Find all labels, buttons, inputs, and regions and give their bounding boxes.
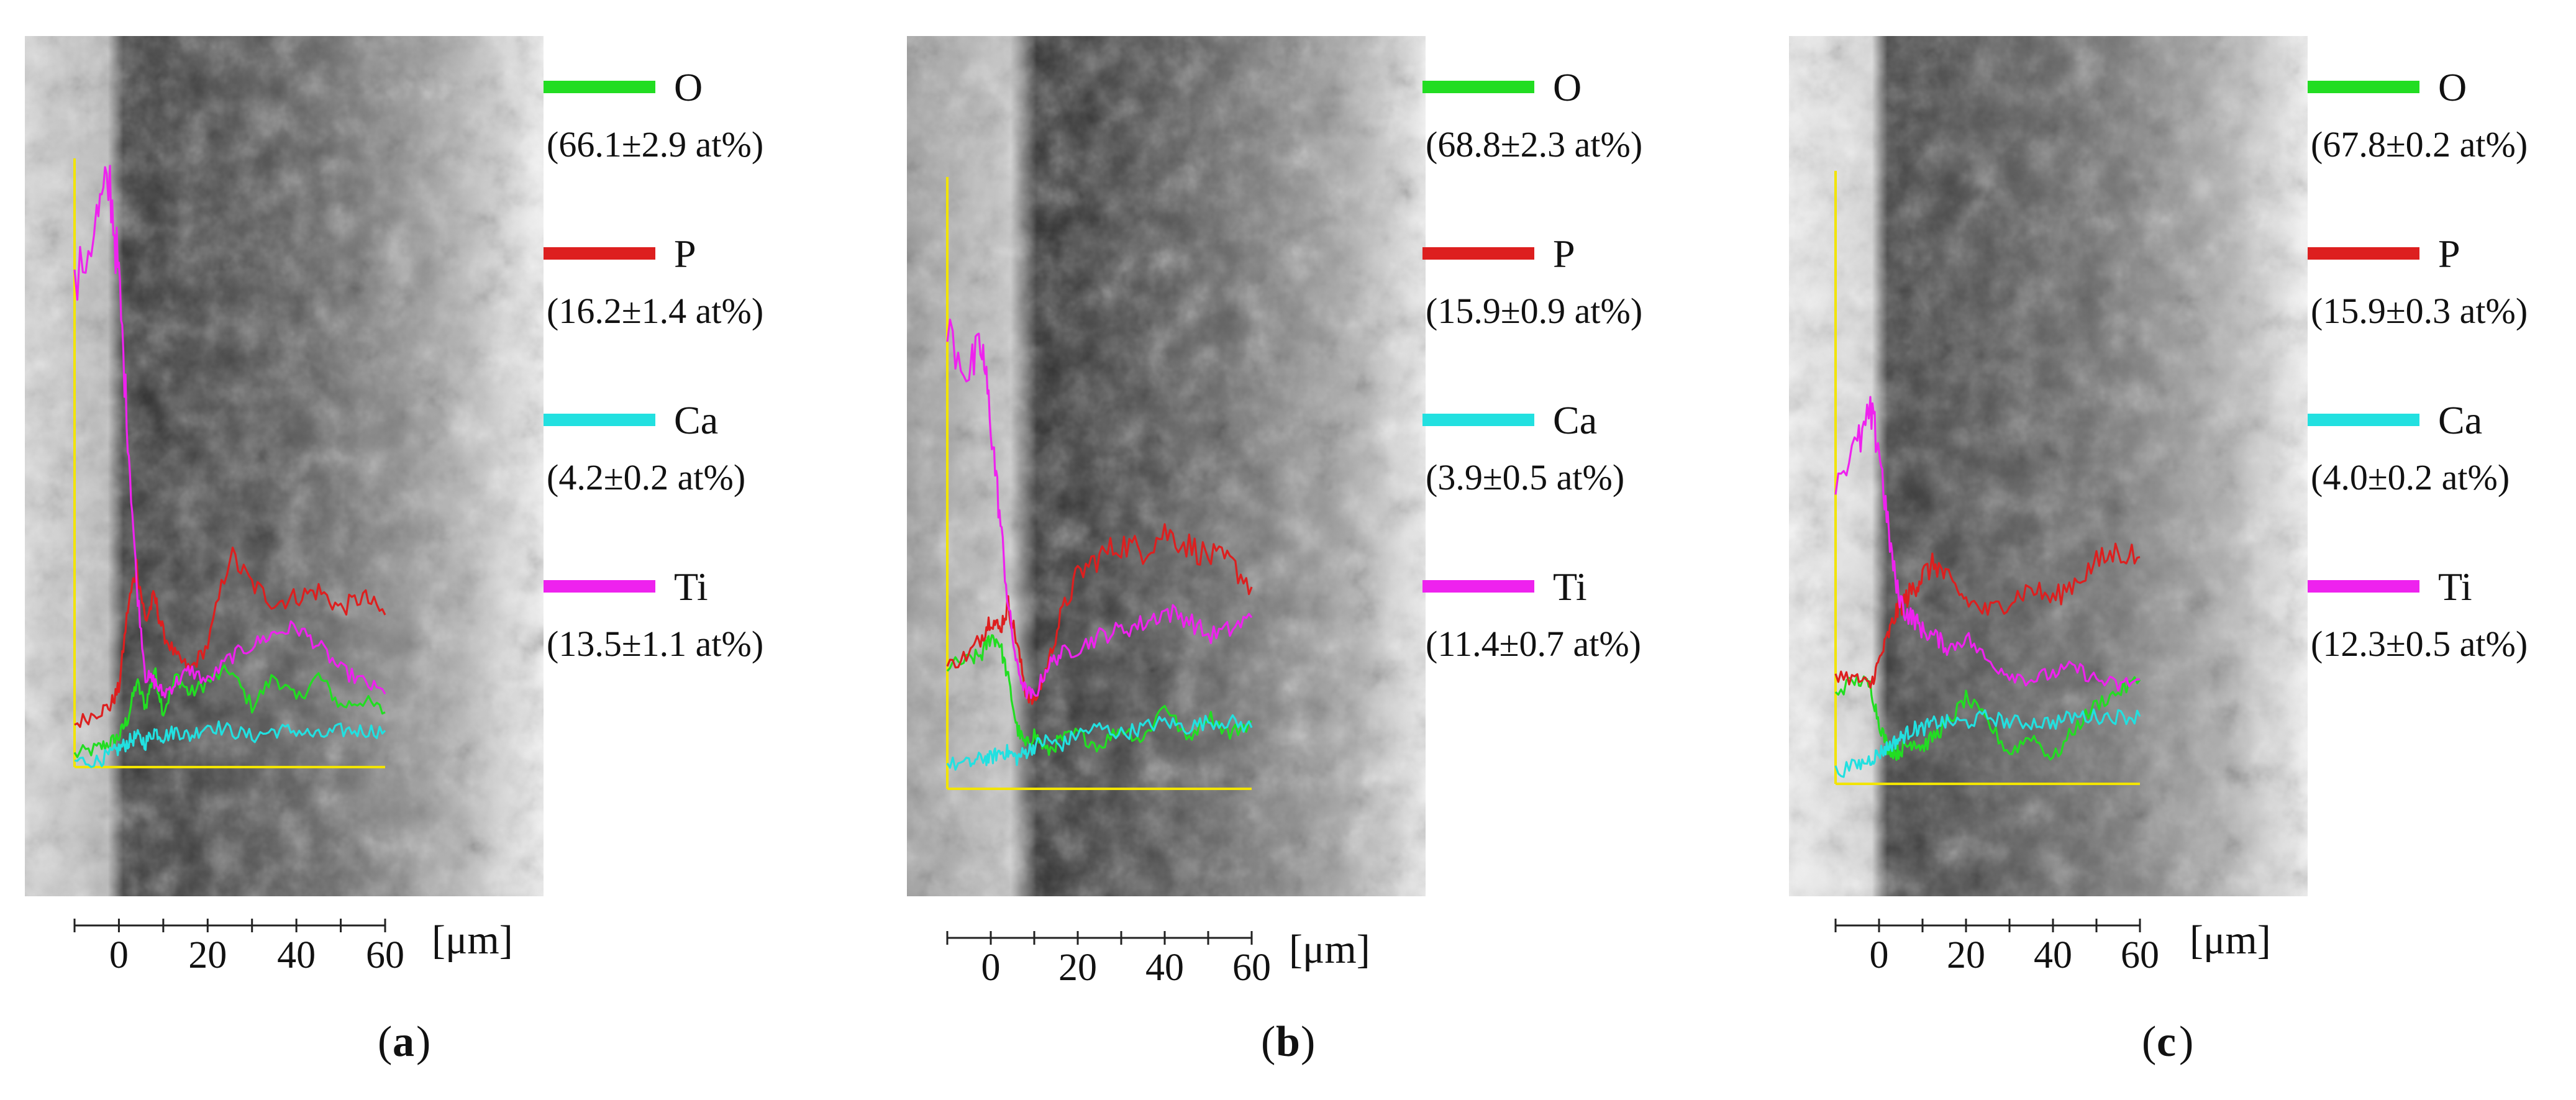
x-tick-label-c: 20 xyxy=(1947,934,1985,976)
legend-element-o-a: O xyxy=(674,65,703,109)
legend-swatch-ti-b xyxy=(1422,580,1534,593)
legend-element-ti-c: Ti xyxy=(2438,565,2472,609)
legend-swatch-p-b xyxy=(1422,247,1534,260)
series-line-p-c xyxy=(1834,542,2141,689)
panel-label-a-close: ) xyxy=(416,1018,430,1066)
x-tick-label-a: 60 xyxy=(366,934,404,976)
x-tick-label-b: 60 xyxy=(1232,947,1271,989)
x-axis-b: 0 20 40 60 xyxy=(946,931,1271,989)
legend-swatch-p-c xyxy=(2308,247,2419,260)
panel-label-c: c xyxy=(2157,1018,2176,1066)
series-line-ca-c xyxy=(1834,708,2141,778)
legend-value-p-a: (16.2±1.4 at%) xyxy=(547,291,763,331)
series-line-p-b xyxy=(946,523,1253,705)
x-axis-c: 0 20 40 60 xyxy=(1834,919,2159,976)
legend-element-ca-a: Ca xyxy=(674,398,718,442)
panel-c: O (67.8±0.2 at%) P (15.9±0.3 at%) Ca (4.0±0.2… xyxy=(1789,36,2528,1066)
x-tick-label-b: 0 xyxy=(981,947,1001,989)
legend-element-o-b: O xyxy=(1553,65,1582,109)
legend-a: O (66.1±2.9 at%) P (16.2±1.4 at%) Ca (4.2±0.2… xyxy=(544,65,763,664)
series-line-o-a xyxy=(73,664,386,758)
sem-micrograph-a xyxy=(25,36,544,896)
legend-value-ti-a: (13.5±1.1 at%) xyxy=(547,624,763,664)
x-tick-label-c: 0 xyxy=(1870,934,1889,976)
x-tick-label-b: 40 xyxy=(1145,947,1184,989)
x-tick-label-c: 40 xyxy=(2034,934,2072,976)
x-tick-label-a: 0 xyxy=(109,934,129,976)
panel-label-b-open: ( xyxy=(1261,1018,1275,1066)
legend-b: O (68.8±2.3 at%) P (15.9±0.9 at%) Ca (3.9±0.5… xyxy=(1422,65,1642,664)
legend-element-ca-b: Ca xyxy=(1553,398,1597,442)
legend-value-o-b: (68.8±2.3 at%) xyxy=(1426,124,1642,165)
legend-value-p-b: (15.9±0.9 at%) xyxy=(1426,291,1642,331)
legend-swatch-o-b xyxy=(1422,81,1534,93)
legend-swatch-ca-b xyxy=(1422,414,1534,426)
legend-element-p-c: P xyxy=(2438,232,2460,276)
unit-label-b: [μm] xyxy=(1289,927,1370,972)
series-line-p-a xyxy=(74,546,386,729)
legend-value-ca-a: (4.2±0.2 at%) xyxy=(547,457,745,498)
legend-c: O (67.8±0.2 at%) P (15.9±0.3 at%) Ca (4.0±0.2… xyxy=(2308,65,2528,664)
legend-swatch-o-c xyxy=(2308,81,2419,93)
legend-value-o-c: (67.8±0.2 at%) xyxy=(2311,124,2528,165)
panel-label-c-close: ) xyxy=(2179,1018,2193,1066)
legend-element-ti-a: Ti xyxy=(674,565,708,609)
panel-label-a-open: ( xyxy=(378,1018,392,1066)
legend-swatch-ca-a xyxy=(544,414,655,426)
legend-swatch-ti-a xyxy=(544,580,655,593)
panel-label-b-close: ) xyxy=(1301,1018,1315,1066)
series-line-ca-a xyxy=(74,720,386,768)
series-line-ti-a xyxy=(73,165,386,699)
unit-label-a: [μm] xyxy=(432,917,513,963)
legend-value-ca-c: (4.0±0.2 at%) xyxy=(2311,457,2510,498)
line-scan-plot-b xyxy=(946,177,1253,790)
line-scan-plot-a xyxy=(73,158,386,768)
legend-value-p-c: (15.9±0.3 at%) xyxy=(2311,291,2528,331)
x-axis-a: 0 20 40 60 xyxy=(73,919,404,976)
panel-label-b: b xyxy=(1276,1018,1300,1066)
panel-b: O (68.8±2.3 at%) P (15.9±0.9 at%) Ca (3.9±0.5… xyxy=(907,36,1642,1066)
legend-value-ti-c: (12.3±0.5 at%) xyxy=(2311,624,2528,664)
legend-element-o-c: O xyxy=(2438,65,2467,109)
panel-a: O (66.1±2.9 at%) P (16.2±1.4 at%) Ca (4.2±0.2… xyxy=(25,36,763,1066)
series-line-ti-b xyxy=(946,318,1253,699)
legend-swatch-ti-c xyxy=(2308,580,2419,593)
legend-element-ca-c: Ca xyxy=(2438,398,2482,442)
series-line-ca-b xyxy=(946,714,1253,771)
series-line-ti-c xyxy=(1834,396,2141,692)
series-line-o-c xyxy=(1834,673,2141,761)
legend-element-p-b: P xyxy=(1553,232,1575,276)
panel-label-c-open: ( xyxy=(2142,1018,2156,1066)
legend-value-ca-b: (3.9±0.5 at%) xyxy=(1426,457,1624,498)
legend-value-ti-b: (11.4±0.7 at%) xyxy=(1426,624,1641,664)
x-tick-label-a: 20 xyxy=(188,934,227,976)
panel-label-a: a xyxy=(393,1018,414,1066)
legend-swatch-p-a xyxy=(544,247,655,260)
unit-label-c: [μm] xyxy=(2190,917,2271,963)
x-tick-label-c: 60 xyxy=(2121,934,2159,976)
legend-value-o-a: (66.1±2.9 at%) xyxy=(547,124,763,165)
legend-swatch-o-a xyxy=(544,81,655,93)
sem-micrograph-b xyxy=(907,36,1426,896)
sem-micrograph-c xyxy=(1789,36,2308,896)
x-tick-label-b: 20 xyxy=(1058,947,1097,989)
x-tick-label-a: 40 xyxy=(277,934,316,976)
legend-element-p-a: P xyxy=(674,232,696,276)
line-scan-plot-c xyxy=(1834,171,2141,785)
legend-swatch-ca-c xyxy=(2308,414,2419,426)
legend-element-ti-b: Ti xyxy=(1553,565,1587,609)
